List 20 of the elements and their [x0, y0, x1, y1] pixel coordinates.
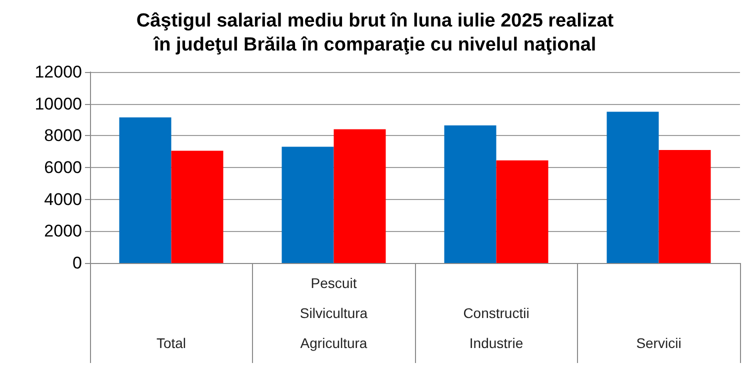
x-tick-label: Total: [156, 335, 186, 351]
x-tick-label: Servicii: [636, 335, 682, 351]
bar: [171, 150, 224, 263]
bar: [658, 150, 711, 263]
bar: [119, 117, 172, 263]
bar: [444, 125, 496, 263]
y-tick-label: 12000: [34, 62, 82, 82]
y-tick-label: 0: [72, 254, 82, 272]
x-tick-label: Constructii Industrie: [463, 305, 530, 351]
bar: [282, 146, 334, 263]
bar: [606, 112, 659, 263]
chart-title: Câştigul salarial mediu brut în luna iulie 2025 realizat în judeţul Brăila în comparaţie cu nivelul naţional: [136, 10, 614, 56]
bar: [334, 129, 386, 263]
y-tick-label: 6000: [44, 158, 82, 177]
y-tick-label: 10000: [34, 94, 82, 114]
y-tick-label: 4000: [44, 190, 82, 209]
y-tick-label: 8000: [44, 126, 82, 146]
y-tick-label: 2000: [44, 222, 82, 241]
bar: [496, 160, 548, 263]
x-tick-label: Pescuit Silvicultura Agricultura: [300, 275, 368, 351]
